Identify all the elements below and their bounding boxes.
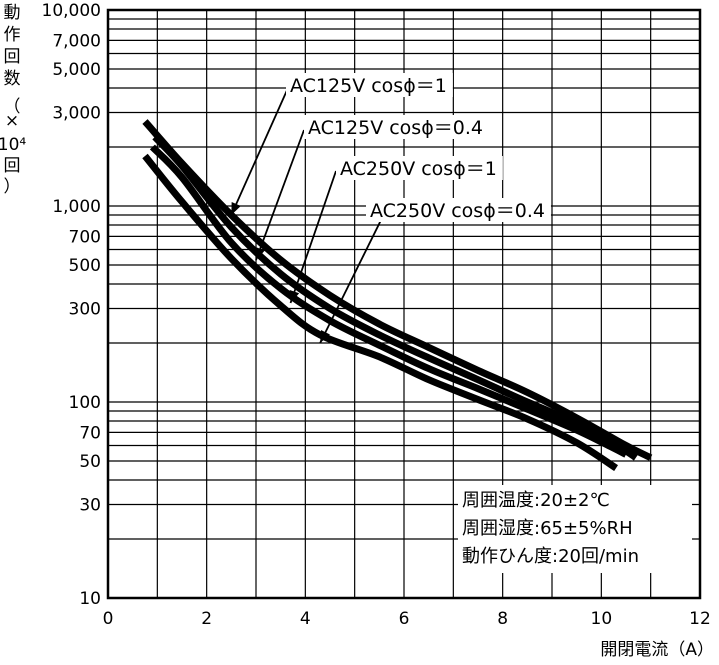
y-axis-label-char: 回	[4, 47, 21, 67]
annotation-label: AC125V cosϕ＝0.4	[308, 117, 483, 139]
x-tick-label: 2	[201, 609, 212, 629]
y-tick-label: 5,000	[52, 60, 101, 80]
annotation-label: AC250V cosϕ＝0.4	[370, 200, 545, 222]
annotation-arrowhead	[231, 201, 241, 215]
series-line	[152, 134, 638, 461]
y-tick-label: 50	[79, 452, 101, 472]
plot-frame	[106, 8, 702, 600]
conditions-bg	[458, 485, 692, 573]
y-tick-label: 10	[79, 589, 101, 609]
y-axis-label-char: ）	[4, 177, 21, 197]
annotation-arrowhead	[289, 290, 300, 303]
series-line	[142, 153, 619, 472]
x-tick-label: 6	[399, 609, 410, 629]
x-axis-label: 開閉電流（A）	[600, 640, 714, 660]
series-line	[149, 144, 628, 458]
annotation-label: AC125V cosϕ＝1	[290, 75, 447, 97]
x-tick-label: 8	[497, 609, 508, 629]
annotation-label-bg	[304, 115, 489, 139]
y-axis-label-char: 数	[4, 69, 21, 89]
y-tick-label: 500	[69, 256, 101, 276]
annotation-leader	[255, 129, 305, 261]
x-tick-label: 12	[689, 609, 711, 629]
y-tick-label: 1,000	[52, 197, 101, 217]
annotation-label: AC250V cosϕ＝1	[340, 158, 497, 180]
annotation-leader	[230, 87, 289, 216]
curves	[142, 119, 653, 472]
y-tick-label: 700	[69, 227, 101, 247]
y-axis-label-char: 回	[4, 156, 21, 176]
annotation-arrowhead	[320, 330, 330, 343]
y-tick-labels: 10 30 50 70 100 300 500 700 1,000 3,000 5,000 7,000…	[42, 1, 101, 609]
x-tick-label: 10	[591, 609, 613, 629]
y-tick-label: 70	[79, 423, 101, 443]
y-tick-label: 10,000	[42, 1, 101, 21]
series-line	[142, 119, 653, 461]
y-tick-label: 300	[69, 299, 101, 319]
grid	[108, 10, 700, 598]
y-tick-label: 30	[79, 495, 101, 515]
x-tick-label: 4	[300, 609, 311, 629]
condition-text: 周囲温度:20±2℃	[462, 490, 610, 511]
condition-text: 動作ひん度:20回/min	[462, 546, 639, 567]
annotation-leader	[319, 213, 385, 344]
y-tick-label: 100	[69, 393, 101, 413]
y-tick-label: 3,000	[52, 103, 101, 123]
annotation-label-bg	[336, 156, 503, 180]
annotation-label-bg	[366, 198, 551, 222]
y-axis-label-char: 動	[4, 3, 21, 23]
x-tick-label: 0	[103, 609, 114, 629]
annotation-leader	[289, 170, 337, 304]
y-axis-label-char: 作	[4, 25, 21, 45]
y-axis-label-char: ×	[5, 111, 19, 131]
condition-text: 周囲湿度:65±5%RH	[462, 518, 633, 539]
annotation-arrowhead	[255, 247, 265, 261]
annotation-label-bg	[286, 73, 453, 97]
conditions-box: 周囲温度:20±2℃ 周囲湿度:65±5%RH 動作ひん度:20回/min	[458, 485, 692, 573]
y-axis-label-char: （	[4, 97, 21, 117]
x-tick-labels: 0 2 4 6 8 10 12	[103, 609, 711, 629]
y-axis-label-char: 10⁴	[0, 135, 26, 155]
annotation-leaders	[230, 87, 385, 344]
y-tick-label: 7,000	[52, 31, 101, 51]
annotation-labels: AC125V cosϕ＝1 AC125V cosϕ＝0.4 AC250V cosϕ＝…	[286, 73, 551, 222]
